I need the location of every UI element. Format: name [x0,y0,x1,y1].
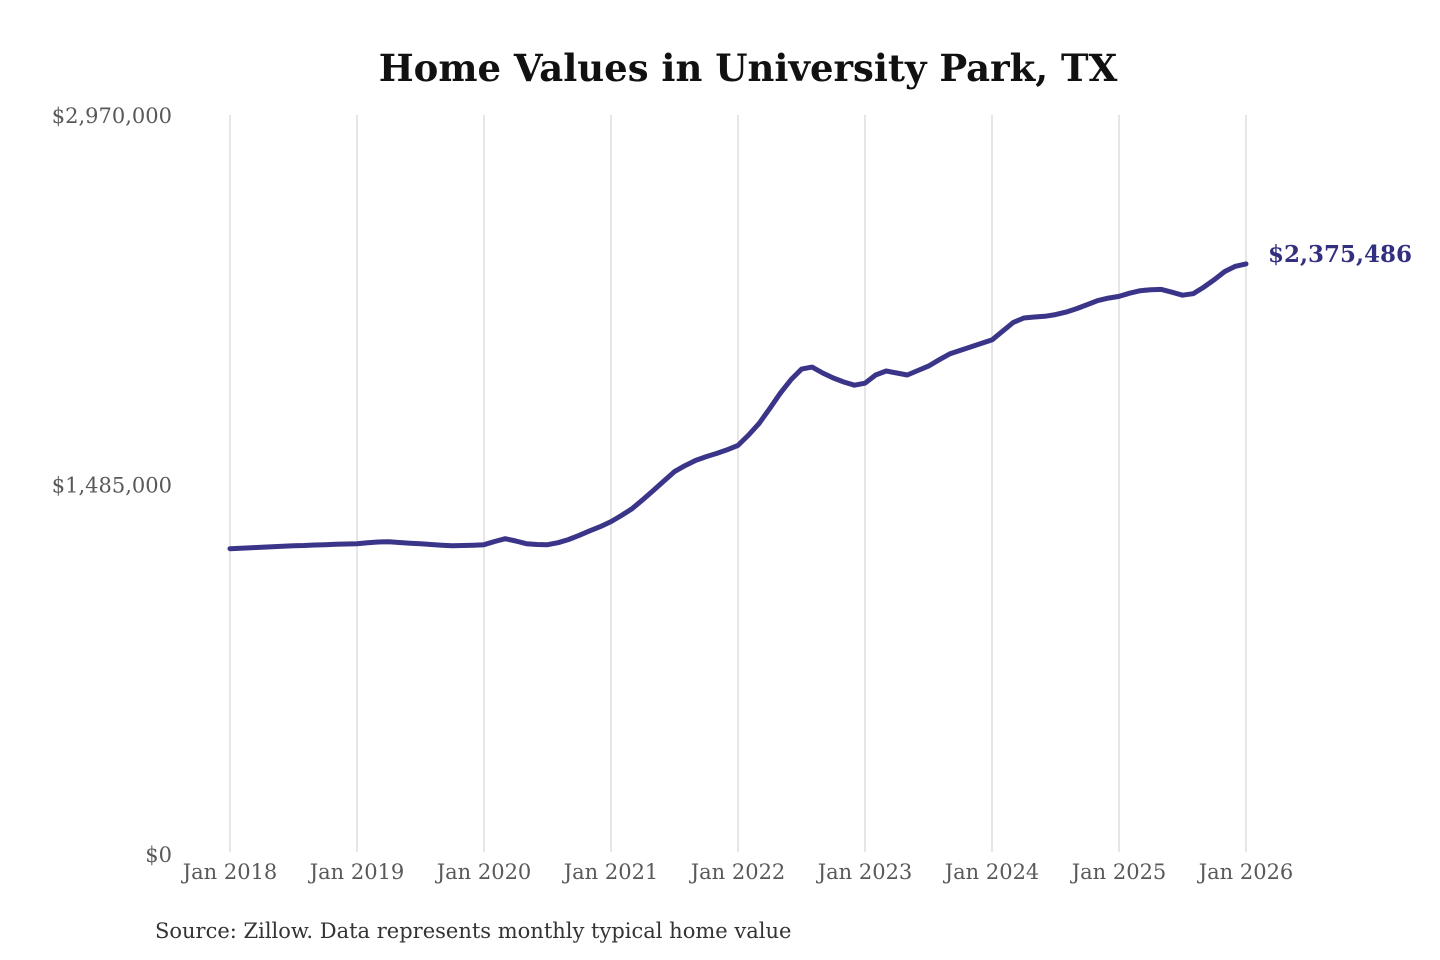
home-value-line [227,261,1249,552]
y-axis-tick-label: $0 [145,843,172,867]
x-axis-tick-label: Jan 2026 [1197,860,1294,884]
x-axis-tick-label: Jan 2021 [562,860,659,884]
x-axis-tick-label: Jan 2018 [181,860,278,884]
x-axis-tick-label: Jan 2025 [1070,860,1167,884]
source-note: Source: Zillow. Data represents monthly … [155,919,791,943]
y-axis-tick-labels: $0 $1,485,000 $2,970,000 [52,104,172,867]
x-axis-tick-label: Jan 2023 [816,860,913,884]
x-axis-tick-label: Jan 2020 [435,860,532,884]
y-axis-tick-label: $1,485,000 [52,474,172,498]
latest-value-annotation: $2,375,486 [1268,241,1412,268]
x-axis-tick-label: Jan 2024 [943,860,1040,884]
x-axis-tick-label: Jan 2022 [689,860,786,884]
gridlines [229,115,1247,852]
chart-title: Home Values in University Park, TX [379,46,1118,90]
x-axis-tick-label: Jan 2019 [308,860,405,884]
x-axis-tick-labels: Jan 2018 Jan 2019 Jan 2020 Jan 2021 Jan 2022… [181,860,1294,884]
y-axis-tick-label: $2,970,000 [52,104,172,128]
